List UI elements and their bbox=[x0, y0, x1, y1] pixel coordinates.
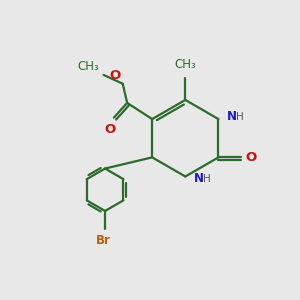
Text: O: O bbox=[105, 123, 116, 136]
Text: H: H bbox=[203, 174, 211, 184]
Text: Br: Br bbox=[96, 234, 111, 247]
Text: N: N bbox=[194, 172, 204, 185]
Text: H: H bbox=[236, 112, 244, 122]
Text: CH₃: CH₃ bbox=[175, 58, 196, 71]
Text: CH₃: CH₃ bbox=[77, 60, 99, 74]
Text: O: O bbox=[109, 69, 120, 82]
Text: O: O bbox=[246, 151, 257, 164]
Text: N: N bbox=[227, 110, 237, 123]
